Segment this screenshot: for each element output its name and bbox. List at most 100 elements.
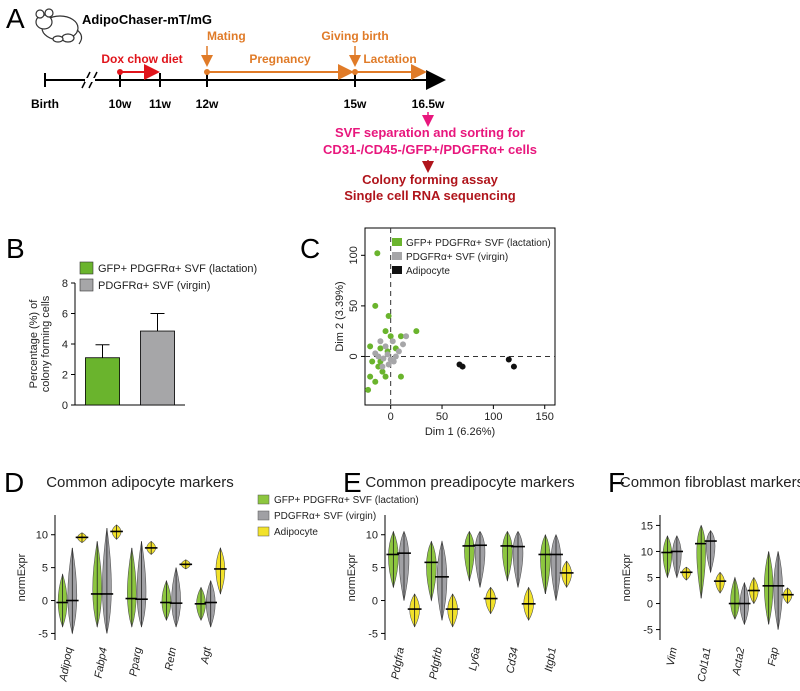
y-tick-label: 50 bbox=[348, 300, 360, 312]
point bbox=[510, 363, 517, 370]
point bbox=[505, 356, 512, 363]
y-tick-label: 0 bbox=[42, 596, 48, 608]
x-tick-label: 0 bbox=[388, 411, 394, 423]
legend-swatch bbox=[392, 266, 402, 274]
point bbox=[372, 378, 379, 385]
step-label: CD31-/CD45-/GFP+/PDGFRα+ cells bbox=[323, 142, 537, 157]
lactation-start bbox=[352, 69, 358, 75]
panel-label: F bbox=[608, 467, 625, 498]
x-tick-label: Pparg bbox=[128, 646, 145, 678]
event-label: Dox chow diet bbox=[101, 52, 182, 66]
chart-title: Common preadipocyte markers bbox=[365, 474, 574, 491]
x-tick-label: Retn bbox=[163, 646, 179, 671]
y-tick-label: -5 bbox=[368, 628, 378, 640]
point bbox=[382, 328, 389, 335]
axis-break-gap bbox=[85, 78, 95, 82]
event-label: Lactation bbox=[363, 52, 416, 66]
x-tick-label: Vim bbox=[665, 646, 680, 667]
step-label: SVF separation and sorting for bbox=[335, 125, 525, 140]
point bbox=[374, 250, 381, 257]
x-tick-label: Ly6a bbox=[467, 646, 483, 671]
y-tick-label: 5 bbox=[647, 573, 653, 585]
point bbox=[397, 333, 404, 340]
legend-swatch bbox=[79, 261, 94, 275]
chart-title: Common adipocyte markers bbox=[46, 474, 234, 491]
pregnancy-start bbox=[204, 69, 210, 75]
legend-swatch bbox=[392, 238, 402, 246]
x-tick-label: 50 bbox=[436, 411, 448, 423]
point bbox=[382, 343, 389, 350]
panel-label: A bbox=[6, 3, 25, 34]
y-axis-title: normExpr bbox=[16, 553, 28, 601]
y-tick-label: 6 bbox=[62, 309, 68, 321]
point bbox=[377, 345, 384, 352]
y-tick-label: 4 bbox=[62, 339, 68, 351]
y-tick-label: 10 bbox=[36, 530, 48, 542]
legend-swatch bbox=[257, 526, 270, 537]
x-tick-label: 150 bbox=[536, 411, 554, 423]
legend-label: GFP+ PDGFRα+ SVF (lactation) bbox=[98, 263, 257, 275]
legend-label: GFP+ PDGFRα+ SVF (lactation) bbox=[274, 495, 419, 506]
x-tick-label: Fap bbox=[766, 646, 781, 667]
x-tick-label: Col1a1 bbox=[696, 646, 714, 682]
legend-swatch bbox=[257, 494, 270, 505]
point bbox=[367, 343, 374, 350]
panel-label: E bbox=[343, 467, 362, 498]
panel-label: D bbox=[4, 467, 24, 498]
y-tick-label: 10 bbox=[366, 530, 378, 542]
y-tick-label: 0 bbox=[647, 599, 653, 611]
legend-label: GFP+ PDGFRα+ SVF (lactation) bbox=[406, 238, 551, 249]
point bbox=[384, 351, 391, 358]
y-tick-label: 5 bbox=[372, 563, 378, 575]
point bbox=[403, 333, 410, 340]
milestone-label: Birth bbox=[31, 97, 59, 111]
x-tick-label: Pdgfrb bbox=[428, 646, 445, 680]
point bbox=[390, 358, 397, 365]
diet-start bbox=[117, 69, 123, 75]
point bbox=[397, 373, 404, 380]
point bbox=[392, 353, 399, 360]
y-tick-label: 100 bbox=[348, 246, 360, 264]
point bbox=[380, 355, 387, 362]
point bbox=[372, 302, 379, 309]
panel-label: C bbox=[300, 233, 320, 264]
event-label: Giving birth bbox=[321, 29, 388, 43]
y-axis-title: normExpr bbox=[346, 553, 358, 601]
point bbox=[372, 350, 379, 357]
legend-swatch bbox=[79, 278, 94, 292]
panel-label: B bbox=[6, 233, 25, 264]
y-tick-label: 2 bbox=[62, 370, 68, 382]
y-tick-label: -5 bbox=[643, 625, 653, 637]
y-tick-label: 0 bbox=[372, 596, 378, 608]
y-tick-label: 0 bbox=[348, 353, 360, 359]
timeline-title: AdipoChaser-mT/mG bbox=[82, 12, 212, 27]
point bbox=[382, 373, 389, 380]
x-tick-label: Agt bbox=[199, 646, 214, 666]
y-axis-title: Percentage (%) of bbox=[28, 299, 40, 389]
point bbox=[379, 363, 386, 370]
mouse-icon bbox=[35, 8, 83, 45]
milestone-label: 11w bbox=[149, 97, 172, 111]
point bbox=[385, 312, 392, 319]
x-tick-label: Adipoq bbox=[57, 646, 75, 684]
legend-label: PDGFRα+ SVF (virgin) bbox=[274, 511, 376, 522]
x-axis-title: Dim 1 (6.26%) bbox=[425, 426, 495, 438]
milestone-label: 12w bbox=[196, 97, 219, 111]
y-tick-label: -5 bbox=[38, 628, 48, 640]
event-label: Pregnancy bbox=[249, 52, 311, 66]
plot-frame bbox=[364, 227, 556, 406]
legend-swatch bbox=[257, 510, 270, 521]
point bbox=[459, 363, 466, 370]
x-tick-label: Cd34 bbox=[505, 646, 521, 674]
event-label: Mating bbox=[207, 29, 246, 43]
point bbox=[369, 358, 376, 365]
x-tick-label: Pdgfra bbox=[390, 646, 407, 680]
y-tick-label: 8 bbox=[62, 278, 68, 290]
step-label: Single cell RNA sequencing bbox=[344, 188, 516, 203]
y-tick-label: 5 bbox=[42, 563, 48, 575]
y-tick-label: 0 bbox=[62, 400, 68, 412]
y-tick-label: 10 bbox=[641, 546, 653, 558]
x-tick-label: Fabp4 bbox=[93, 646, 110, 679]
point bbox=[375, 363, 382, 370]
